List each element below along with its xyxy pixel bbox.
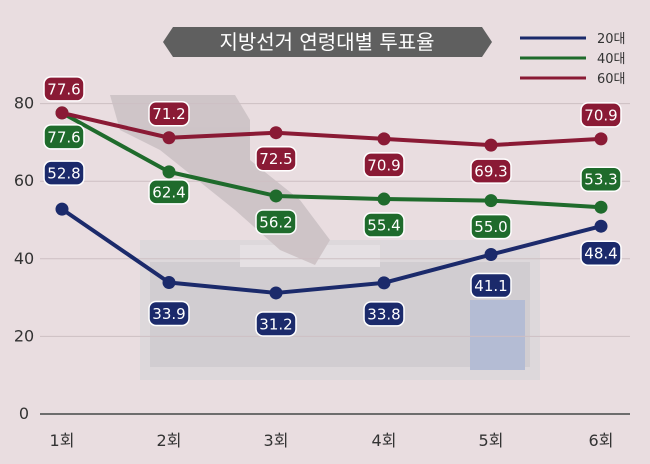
legend-entry: 60대	[597, 72, 626, 87]
data-label-text: 48.4	[584, 245, 617, 263]
data-point	[377, 132, 391, 146]
data-label: 53.3	[580, 166, 622, 192]
data-label-badge	[470, 213, 512, 240]
series-line	[61, 111, 602, 210]
x-tick-label: 1회	[50, 431, 75, 450]
data-label: 55.0	[470, 213, 512, 240]
x-tick-label: 5회	[479, 431, 504, 450]
data-point	[484, 138, 498, 152]
series-line	[60, 207, 602, 295]
data-label-badge	[43, 76, 85, 102]
data-point	[377, 192, 391, 206]
data-label-badge	[148, 300, 190, 327]
x-tick-label: 6회	[589, 431, 614, 450]
legend-entry: 40대	[597, 52, 626, 67]
data-point	[594, 132, 608, 146]
legend-entry: 20대	[597, 32, 626, 47]
data-point	[269, 126, 283, 140]
data-label-badge	[148, 179, 190, 205]
data-point	[484, 194, 498, 208]
data-label: 70.9	[580, 102, 622, 128]
y-tick-label: 80	[14, 94, 34, 113]
data-point	[594, 200, 608, 214]
data-label-text: 69.3	[474, 163, 507, 181]
data-point	[594, 219, 608, 233]
data-label-badge	[363, 152, 405, 178]
y-tick-label: 40	[14, 249, 34, 268]
data-label-badge	[255, 209, 297, 235]
data-label-badge	[580, 166, 622, 192]
data-label: 55.4	[363, 212, 405, 238]
data-label-text: 55.4	[367, 217, 400, 235]
data-label-text: 70.9	[584, 106, 617, 124]
data-label-text: 41.1	[474, 277, 507, 295]
data-label-badge	[43, 124, 85, 150]
data-label-badge	[470, 158, 512, 184]
data-label-text: 77.6	[47, 128, 80, 146]
y-tick-label: 60	[14, 171, 34, 190]
series-line	[61, 110, 602, 148]
y-tick-label: 20	[14, 326, 34, 345]
x-tick-label: 4회	[372, 431, 397, 450]
data-label-badge	[470, 272, 512, 299]
data-label-badge	[580, 240, 622, 266]
data-point	[269, 189, 283, 203]
data-label-text: 52.8	[47, 165, 80, 183]
data-label: 72.5	[255, 145, 297, 172]
data-label: 69.3	[470, 158, 512, 184]
data-label: 77.6	[43, 76, 85, 102]
data-label-badge	[255, 145, 297, 172]
data-label-text: 55.0	[474, 218, 507, 236]
data-label: 56.2	[255, 209, 297, 235]
data-label-text: 56.2	[259, 213, 292, 231]
data-label-badge	[363, 212, 405, 238]
data-point	[55, 202, 69, 216]
data-label-text: 71.2	[152, 105, 185, 123]
data-label: 62.4	[148, 179, 190, 205]
data-label-text: 53.3	[584, 171, 617, 189]
data-point	[269, 286, 283, 300]
data-label: 41.1	[470, 272, 512, 299]
data-label: 31.2	[255, 311, 297, 337]
chart-title-text: 지방선거 연령대별 투표율	[219, 30, 434, 54]
data-point	[55, 106, 69, 120]
data-label-text: 77.6	[47, 80, 80, 98]
data-label: 48.4	[580, 240, 622, 266]
y-tick-label: 0	[19, 404, 29, 423]
series-layer: 52.8 33.9 31.2 33.8 41.1 48.4 77.6 62.4 56.2 55.4…	[43, 76, 622, 337]
grid-lines	[40, 103, 630, 337]
data-label-text: 72.5	[259, 150, 292, 168]
data-label-text: 33.8	[367, 305, 400, 323]
x-tick-label: 2회	[157, 431, 182, 450]
x-tick-label: 3회	[264, 431, 289, 450]
axes: 0 20 40 60 80 1회 2회 3회 4회 5회 6회	[14, 94, 630, 450]
data-point	[377, 276, 391, 290]
data-label: 70.9	[363, 152, 405, 178]
data-label: 33.9	[148, 300, 190, 327]
data-label-badge	[580, 102, 622, 128]
data-label: 71.2	[148, 100, 190, 127]
legend: 20대 40대 60대	[520, 32, 626, 87]
data-label-text: 62.4	[152, 183, 185, 201]
data-label-text: 70.9	[367, 156, 400, 174]
data-point	[484, 248, 498, 262]
data-label-badge	[255, 311, 297, 337]
data-point	[162, 131, 176, 145]
chart-title: 지방선거 연령대별 투표율	[163, 27, 492, 57]
data-label: 77.6	[43, 124, 85, 150]
data-label-text: 33.9	[152, 305, 185, 323]
data-label-badge	[363, 301, 405, 327]
data-point	[162, 275, 176, 289]
data-label: 52.8	[43, 160, 85, 186]
data-label-badge	[148, 100, 190, 127]
data-label-text: 31.2	[259, 315, 292, 333]
data-label: 33.8	[363, 301, 405, 327]
data-point	[162, 165, 176, 179]
data-label-badge	[43, 160, 85, 186]
